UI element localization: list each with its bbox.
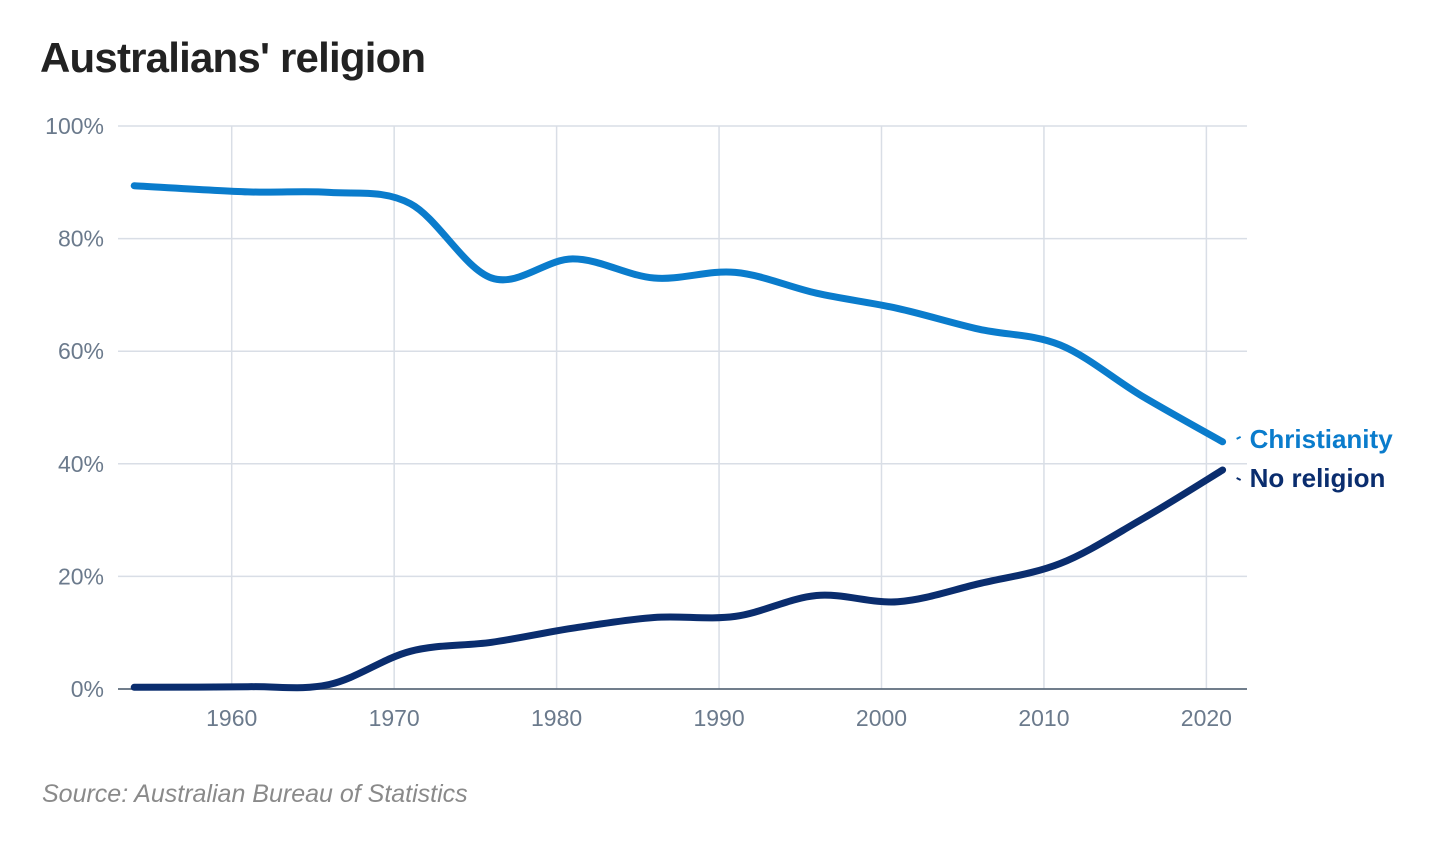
x-axis: 1960 1970 1980 1990 2000 2010 2020	[118, 688, 1247, 731]
y-tick-label: 0%	[71, 676, 104, 702]
series-line-christianity	[130, 182, 1227, 446]
series-labels: Christianity No religion	[1236, 424, 1394, 493]
y-tick-label: 60%	[58, 338, 104, 364]
x-tick-label: 1980	[531, 705, 582, 731]
label-leader	[1236, 435, 1242, 440]
x-tick-label: 2020	[1181, 705, 1232, 731]
x-tick-label: 2000	[856, 705, 907, 731]
y-tick-label: 20%	[58, 563, 104, 589]
y-tick-label: 80%	[58, 226, 104, 252]
x-tick-label: 1990	[693, 705, 744, 731]
label-leader	[1236, 477, 1242, 481]
series-label: No religion	[1250, 463, 1386, 493]
gridlines	[118, 125, 1247, 689]
y-tick-label: 100%	[45, 113, 104, 139]
series-label: Christianity	[1250, 424, 1394, 454]
series-line-no-religion	[130, 466, 1227, 692]
x-tick-label: 1960	[206, 705, 257, 731]
y-axis: 0% 20% 40% 60% 80% 100%	[45, 113, 104, 702]
y-tick-label: 40%	[58, 451, 104, 477]
series-lines	[130, 182, 1227, 692]
chart-title: Australians' religion	[40, 34, 426, 81]
x-tick-label: 1970	[369, 705, 420, 731]
x-tick-label: 2010	[1018, 705, 1069, 731]
source-note: Source: Australian Bureau of Statistics	[42, 780, 468, 808]
